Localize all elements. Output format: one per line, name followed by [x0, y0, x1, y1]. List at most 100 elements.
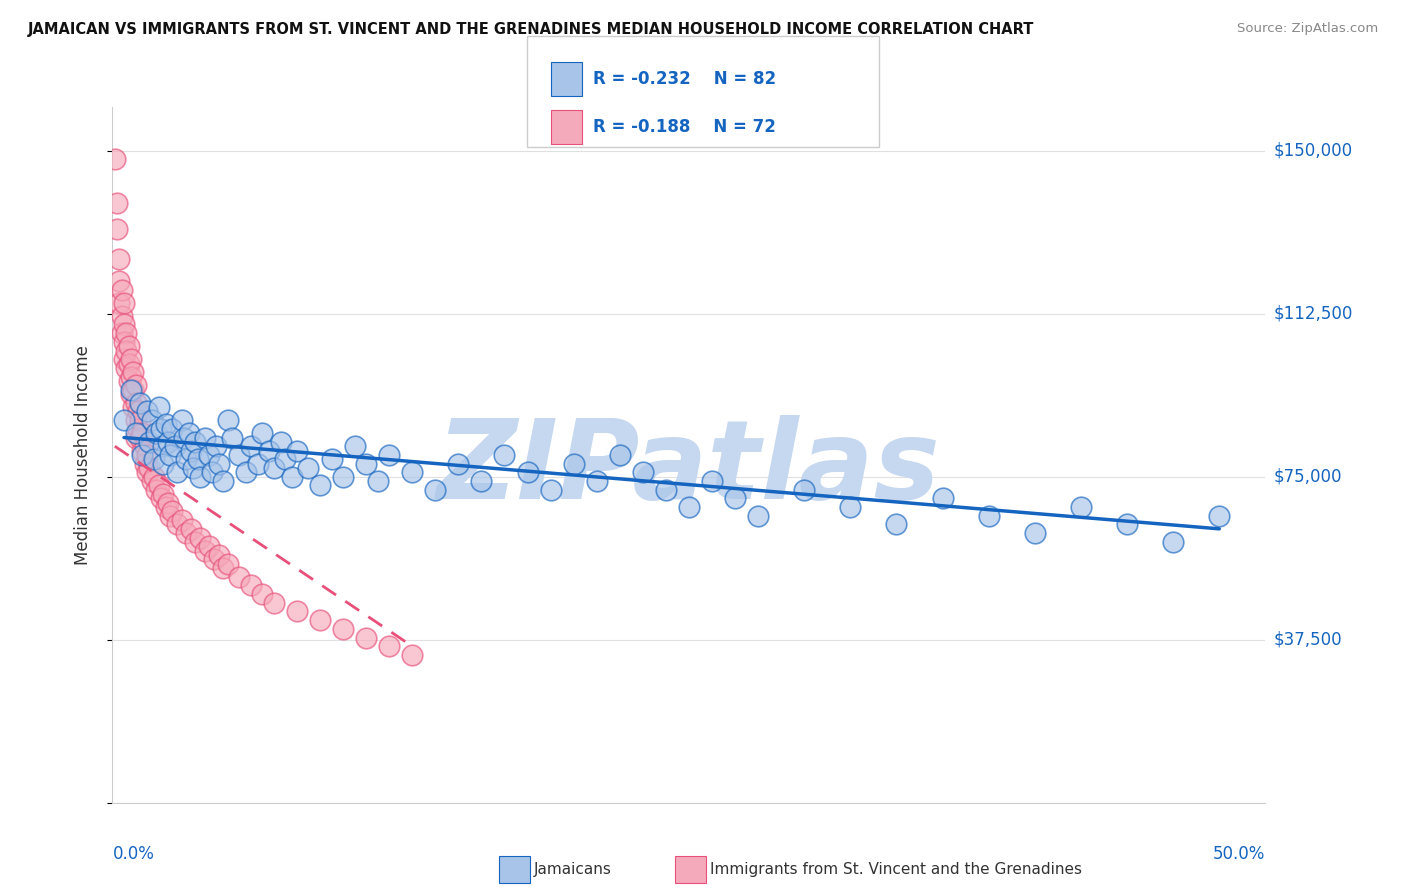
Point	[180, 522, 202, 536]
Point	[931, 491, 953, 506]
Point	[297, 461, 319, 475]
Point	[977, 508, 1000, 523]
Point	[354, 631, 377, 645]
Point	[131, 443, 153, 458]
Point	[122, 383, 145, 397]
Point	[270, 434, 292, 449]
Point	[112, 295, 135, 310]
Point	[252, 587, 274, 601]
Point	[108, 252, 131, 267]
Text: Immigrants from St. Vincent and the Grenadines: Immigrants from St. Vincent and the Gren…	[710, 863, 1083, 877]
Point	[447, 457, 470, 471]
Text: Source: ZipAtlas.com: Source: ZipAtlas.com	[1237, 22, 1378, 36]
Point	[120, 383, 142, 397]
Point	[177, 426, 200, 441]
Point	[156, 496, 179, 510]
Point	[259, 443, 281, 458]
Text: ZIPatlas: ZIPatlas	[437, 416, 941, 523]
Point	[115, 326, 138, 341]
Point	[156, 434, 179, 449]
Point	[1024, 526, 1046, 541]
Point	[378, 639, 401, 653]
Point	[108, 295, 131, 310]
Point	[143, 452, 166, 467]
Point	[281, 469, 304, 483]
Point	[198, 448, 221, 462]
Point	[111, 326, 134, 341]
Point	[198, 539, 221, 553]
Point	[494, 448, 516, 462]
Point	[136, 404, 159, 418]
Point	[378, 448, 401, 462]
Point	[129, 431, 152, 445]
Text: JAMAICAN VS IMMIGRANTS FROM ST. VINCENT AND THE GRENADINES MEDIAN HOUSEHOLD INCO: JAMAICAN VS IMMIGRANTS FROM ST. VINCENT …	[28, 22, 1035, 37]
Text: $150,000: $150,000	[1274, 142, 1353, 160]
Point	[174, 526, 197, 541]
Point	[124, 378, 146, 392]
Text: 0.0%: 0.0%	[112, 845, 155, 863]
Point	[1161, 535, 1184, 549]
Point	[170, 413, 193, 427]
Point	[332, 622, 354, 636]
Point	[187, 452, 209, 467]
Point	[1070, 500, 1092, 514]
Point	[309, 613, 332, 627]
Point	[321, 452, 343, 467]
Point	[332, 469, 354, 483]
Point	[152, 439, 174, 453]
Point	[170, 513, 193, 527]
Point	[122, 400, 145, 414]
Point	[141, 474, 163, 488]
Point	[129, 396, 152, 410]
Point	[112, 334, 135, 349]
Point	[149, 491, 172, 506]
Point	[285, 605, 308, 619]
Point	[148, 478, 170, 492]
Point	[609, 448, 631, 462]
Point	[221, 431, 243, 445]
Point	[212, 561, 235, 575]
Point	[111, 283, 134, 297]
Point	[162, 422, 184, 436]
Point	[134, 457, 156, 471]
Point	[111, 309, 134, 323]
Text: $75,000: $75,000	[1274, 467, 1343, 485]
Point	[194, 431, 217, 445]
Point	[655, 483, 678, 497]
Point	[152, 457, 174, 471]
Point	[201, 466, 224, 480]
Point	[129, 413, 152, 427]
Point	[127, 422, 149, 436]
Point	[793, 483, 815, 497]
Point	[747, 508, 769, 523]
Point	[145, 426, 167, 441]
Point	[117, 339, 139, 353]
Point	[235, 466, 257, 480]
Point	[180, 443, 202, 458]
Point	[401, 648, 423, 662]
Point	[207, 548, 229, 562]
Point	[155, 500, 177, 514]
Point	[138, 461, 160, 475]
Point	[263, 596, 285, 610]
Point	[152, 487, 174, 501]
Point	[631, 466, 654, 480]
Point	[1208, 508, 1230, 523]
Point	[124, 396, 146, 410]
Point	[131, 426, 153, 441]
Point	[188, 531, 211, 545]
Point	[127, 404, 149, 418]
Point	[516, 466, 538, 480]
Point	[540, 483, 562, 497]
Text: $112,500: $112,500	[1274, 304, 1353, 323]
Point	[112, 352, 135, 367]
Point	[173, 431, 195, 445]
Point	[246, 457, 269, 471]
Point	[263, 461, 285, 475]
Point	[145, 483, 167, 497]
Point	[425, 483, 447, 497]
Point	[202, 552, 225, 566]
Point	[562, 457, 585, 471]
Point	[217, 413, 239, 427]
Point	[343, 439, 366, 453]
